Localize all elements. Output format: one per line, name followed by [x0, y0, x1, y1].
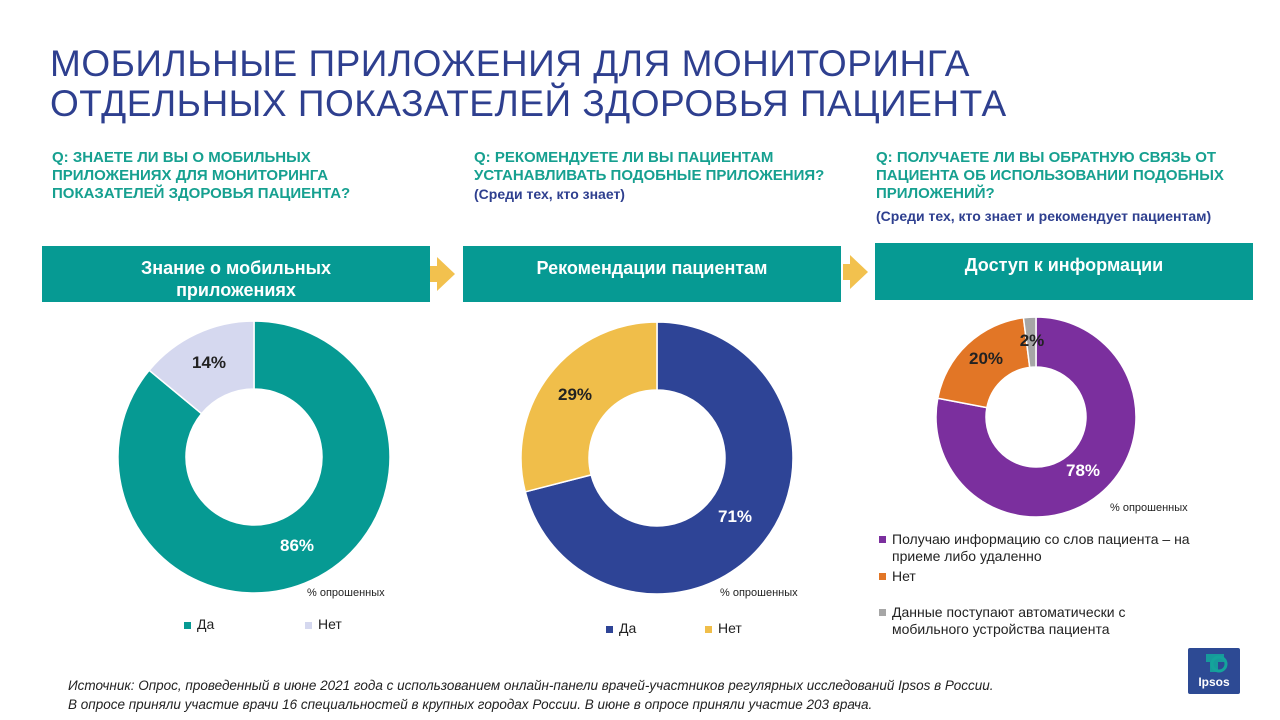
question-3-text: Q: ПОЛУЧАЕТЕ ЛИ ВЫ ОБРАТНУЮ СВЯЗЬ ОТ ПАЦ…	[876, 149, 1224, 202]
page-title-line-2: ОТДЕЛЬНЫХ ПОКАЗАТЕЛЕЙ ЗДОРОВЬЯ ПАЦИЕНТА	[50, 83, 1007, 124]
source-note: Источник: Опрос, проведенный в июне 2021…	[68, 676, 1188, 714]
legend-label: Нет	[892, 568, 916, 584]
legend-swatch	[879, 536, 886, 543]
donut-slice-1	[117, 320, 391, 594]
source-line-2: В опросе приняли участие врачи 16 специа…	[68, 697, 873, 712]
donut-data-label: 2%	[1020, 331, 1045, 350]
percent-note-3: % опрошенных	[1110, 502, 1188, 514]
percent-note-1: % опрошенных	[307, 587, 385, 599]
question-2-text: Q: РЕКОМЕНДУЕТЕ ЛИ ВЫ ПАЦИЕНТАМ УСТАНАВЛ…	[474, 149, 825, 184]
donut-data-label: 86%	[280, 536, 314, 555]
page-title-line-1: МОБИЛЬНЫЕ ПРИЛОЖЕНИЯ ДЛЯ МОНИТОРИНГА	[50, 43, 970, 84]
donut-data-label: 20%	[969, 349, 1003, 368]
legend-swatch	[879, 573, 886, 580]
legend-swatch	[705, 625, 712, 633]
flow-arrow-1-icon	[437, 257, 455, 291]
legend-label: Получаю информацию со слов пациента – на…	[892, 531, 1190, 564]
donut-slice-1	[935, 316, 1137, 518]
legend-item-1-yes: Да	[184, 616, 214, 633]
donut-slice-2	[148, 320, 255, 415]
legend-swatch	[606, 625, 613, 633]
donut-data-label: 71%	[718, 507, 752, 526]
legend-label: Да	[197, 616, 215, 632]
question-2: Q: РЕКОМЕНДУЕТЕ ЛИ ВЫ ПАЦИЕНТАМ УСТАНАВЛ…	[474, 149, 859, 203]
donut-chart-access: 78% 20% 2%	[935, 316, 1137, 518]
legend-label: Данные поступают автоматически с мобильн…	[892, 604, 1126, 637]
ipsos-logo-mark	[1206, 654, 1228, 673]
donut-chart-awareness: 86% 14%	[117, 320, 391, 594]
donut-chart-recommendations: 71% 29%	[520, 321, 794, 595]
ipsos-logo-text: Ipsos	[1198, 675, 1230, 689]
question-1: Q: ЗНАЕТЕ ЛИ ВЫ О МОБИЛЬНЫХ ПРИЛОЖЕНИЯХ …	[52, 149, 392, 203]
section-header-access-label: Доступ к информации	[964, 255, 1164, 275]
legend-swatch	[879, 609, 886, 616]
legend-item-3-no: Нет	[879, 568, 1219, 585]
flow-arrow-2-tail	[843, 264, 851, 280]
question-3-subnote: (Среди тех, кто знает и рекомендует паци…	[876, 208, 1212, 224]
donut-data-label: 29%	[558, 385, 592, 404]
question-3: Q: ПОЛУЧАЕТЕ ЛИ ВЫ ОБРАТНУЮ СВЯЗЬ ОТ ПАЦ…	[876, 149, 1256, 225]
donut-data-label: 78%	[1066, 461, 1100, 480]
page-title: МОБИЛЬНЫЕ ПРИЛОЖЕНИЯ ДЛЯ МОНИТОРИНГА ОТД…	[50, 44, 1230, 124]
donut-slice-2	[936, 316, 1031, 409]
donut-slice-3	[1022, 316, 1037, 369]
question-2-subnote: (Среди тех, кто знает)	[474, 186, 625, 202]
donut-data-label: 14%	[192, 353, 226, 372]
legend-label: Нет	[718, 620, 742, 636]
legend-swatch	[184, 621, 191, 629]
flow-arrow-1-tail	[430, 266, 438, 282]
section-header-recommendations-label: Рекомендации пациентам	[536, 258, 768, 278]
legend-item-1-no: Нет	[305, 616, 342, 633]
donut-slice-2	[520, 321, 658, 493]
legend-item-2-yes: Да	[606, 620, 636, 637]
legend-item-2-no: Нет	[705, 620, 742, 637]
question-1-text: Q: ЗНАЕТЕ ЛИ ВЫ О МОБИЛЬНЫХ ПРИЛОЖЕНИЯХ …	[52, 149, 351, 202]
donut-slice-1	[524, 321, 794, 595]
section-header-awareness-label: Знание о мобильных приложениях	[140, 258, 332, 300]
section-header-recommendations: Рекомендации пациентам	[463, 246, 841, 302]
legend-item-3-automatic: Данные поступают автоматически с мобильн…	[879, 604, 1179, 638]
legend-label: Да	[619, 620, 637, 636]
section-header-access: Доступ к информации	[875, 243, 1253, 300]
section-header-awareness: Знание о мобильных приложениях	[42, 246, 430, 302]
source-line-1: Источник: Опрос, проведенный в июне 2021…	[68, 678, 994, 693]
legend-item-3-patient-words: Получаю информацию со слов пациента – на…	[879, 531, 1219, 565]
legend-label: Нет	[318, 616, 342, 632]
percent-note-2: % опрошенных	[720, 587, 798, 599]
ipsos-logo: Ipsos	[1188, 648, 1240, 694]
flow-arrow-2-icon	[850, 255, 868, 289]
legend-swatch	[305, 621, 312, 629]
